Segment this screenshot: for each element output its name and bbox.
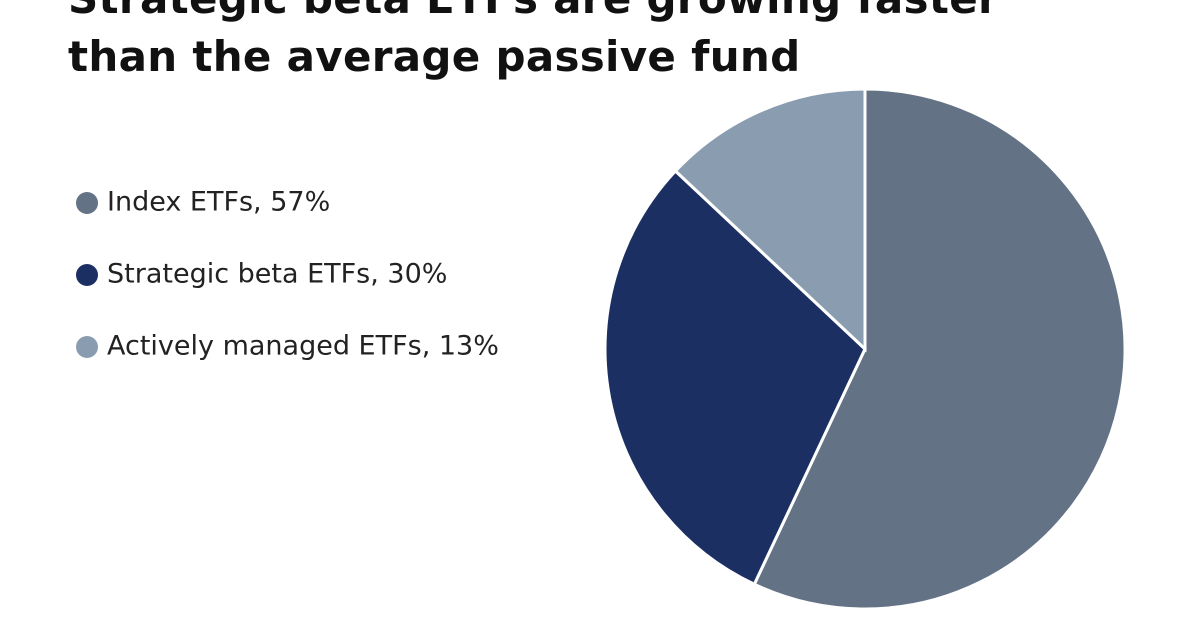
legend-swatch [76, 264, 98, 286]
legend-swatch [76, 192, 98, 214]
legend-label: Strategic beta ETFs, 30% [107, 259, 447, 290]
legend-label: Index ETFs, 57% [107, 187, 330, 218]
chart-title: Strategic beta ETFs are growing faster t… [68, 0, 999, 81]
pie-slice [673, 87, 867, 353]
legend-swatch [76, 336, 98, 358]
legend-label: Actively managed ETFs, 13% [107, 331, 499, 362]
pie-slice [752, 87, 1127, 611]
pie-slice [603, 168, 867, 587]
